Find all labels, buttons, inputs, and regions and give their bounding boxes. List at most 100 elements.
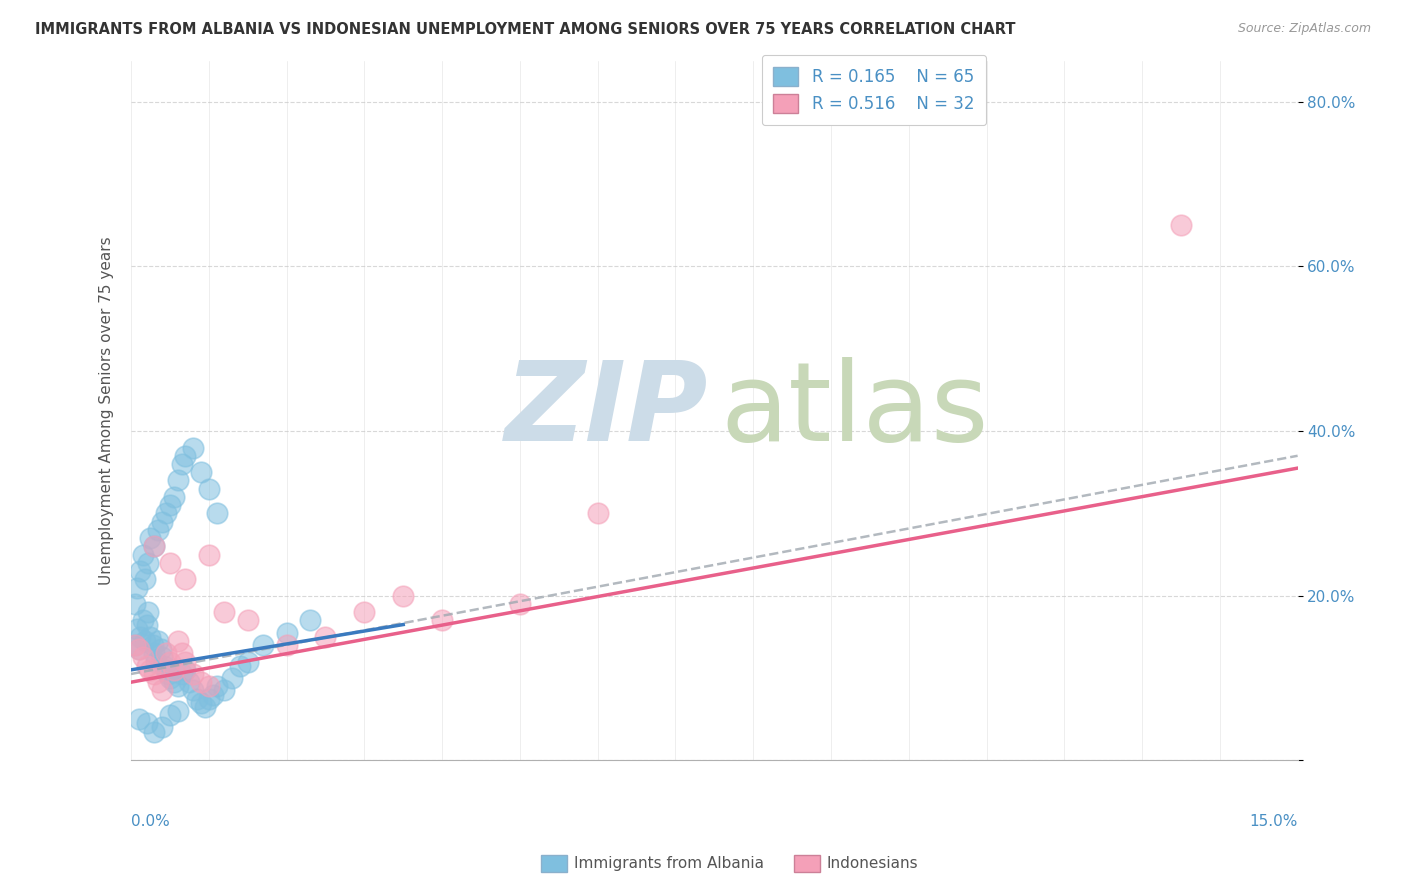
Point [170, 457, 193, 471]
Point [205, 507, 228, 521]
Point [152, 658, 174, 673]
Point [236, 614, 259, 628]
Point [170, 667, 193, 681]
Point [166, 634, 188, 648]
Point [509, 597, 531, 611]
Point [190, 696, 212, 710]
Point [166, 474, 188, 488]
Point [276, 638, 298, 652]
Point [198, 691, 221, 706]
Point [159, 498, 181, 512]
Point [198, 679, 221, 693]
Point [201, 688, 224, 702]
Point [135, 617, 157, 632]
Point [198, 548, 221, 562]
Point [190, 675, 212, 690]
Point [150, 515, 173, 529]
Point [139, 663, 162, 677]
Point [143, 539, 166, 553]
Point [205, 679, 228, 693]
Point [298, 614, 321, 628]
Point [148, 675, 170, 690]
Point [155, 646, 177, 660]
Text: Source: ZipAtlas.com: Source: ZipAtlas.com [1237, 22, 1371, 36]
Point [139, 630, 162, 644]
Point [166, 679, 188, 693]
Text: ZIP: ZIP [505, 357, 709, 464]
Point [145, 655, 167, 669]
Point [198, 482, 221, 496]
Point [150, 721, 173, 735]
Point [124, 638, 146, 652]
Point [314, 630, 336, 644]
Point [128, 642, 150, 657]
Point [148, 634, 170, 648]
Point [190, 465, 212, 479]
Point [181, 683, 204, 698]
Point [131, 548, 153, 562]
Point [124, 597, 146, 611]
Point [163, 663, 186, 677]
Point [155, 663, 177, 677]
Point [174, 449, 197, 463]
Point [430, 614, 453, 628]
Point [159, 655, 181, 669]
Text: atlas: atlas [720, 357, 988, 464]
Point [392, 589, 415, 603]
Point [163, 490, 186, 504]
Point [174, 663, 197, 677]
Point [142, 638, 165, 652]
Point [127, 622, 149, 636]
Point [214, 683, 236, 698]
Point [143, 539, 166, 553]
Point [586, 507, 609, 521]
Point [181, 441, 204, 455]
Point [174, 572, 197, 586]
Point [128, 712, 150, 726]
Point [166, 704, 188, 718]
Point [221, 671, 243, 685]
Point [134, 634, 156, 648]
Text: 0.0%: 0.0% [131, 814, 170, 829]
Point [174, 655, 197, 669]
Point [150, 650, 173, 665]
Point [134, 572, 156, 586]
Point [236, 655, 259, 669]
Point [181, 667, 204, 681]
Point [155, 507, 177, 521]
Point [159, 671, 181, 685]
Point [129, 630, 152, 644]
Point [143, 724, 166, 739]
Point [179, 675, 201, 690]
Point [252, 638, 274, 652]
Point [229, 658, 252, 673]
Point [276, 625, 298, 640]
Y-axis label: Unemployment Among Seniors over 75 years: Unemployment Among Seniors over 75 years [100, 236, 114, 585]
Point [353, 605, 375, 619]
Point [135, 716, 157, 731]
Point [139, 531, 162, 545]
Point [186, 691, 208, 706]
Point [159, 708, 181, 723]
Point [127, 581, 149, 595]
Point [159, 556, 181, 570]
Point [131, 650, 153, 665]
Text: 15.0%: 15.0% [1250, 814, 1298, 829]
Point [124, 638, 146, 652]
Text: Indonesians: Indonesians [827, 856, 918, 871]
Point [143, 646, 166, 660]
Point [194, 699, 217, 714]
Point [131, 614, 153, 628]
Point [150, 683, 173, 698]
Point [149, 642, 172, 657]
Point [128, 642, 150, 657]
Point [157, 667, 180, 681]
Point [136, 605, 159, 619]
Point [129, 564, 152, 578]
Point [136, 556, 159, 570]
Text: Immigrants from Albania: Immigrants from Albania [574, 856, 763, 871]
Point [148, 523, 170, 537]
Point [1170, 218, 1192, 232]
Point [214, 605, 236, 619]
Legend: R = 0.165    N = 65, R = 0.516    N = 32: R = 0.165 N = 65, R = 0.516 N = 32 [762, 55, 986, 125]
